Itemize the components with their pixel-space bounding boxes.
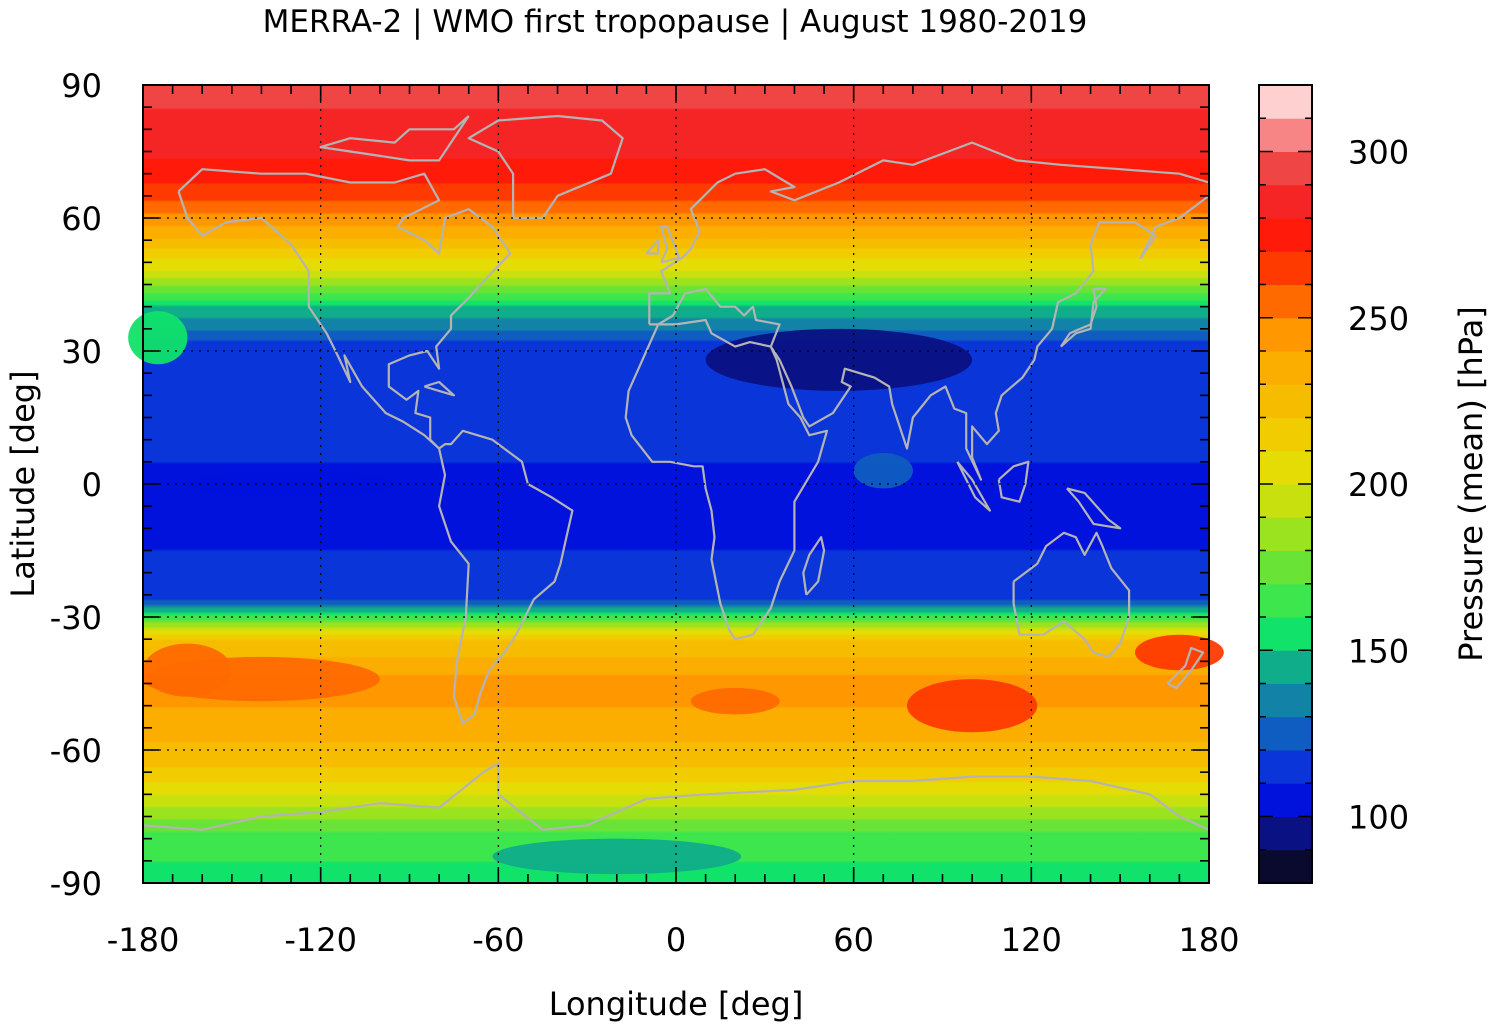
y-tick-label: 90 xyxy=(61,67,102,105)
gridlines xyxy=(143,85,1209,883)
colorbar-band xyxy=(1259,484,1312,518)
colorbar-ticks: 100 150 200 250 300 xyxy=(1259,84,1409,884)
coastlines xyxy=(142,114,1211,831)
colorbar-band xyxy=(1259,650,1312,684)
colorbar: 100 150 200 250 300 xyxy=(1258,84,1409,884)
x-tick-label: 60 xyxy=(833,921,874,959)
x-tick-label: 180 xyxy=(1178,921,1239,959)
coastline xyxy=(142,762,1210,831)
x-tick-label: 0 xyxy=(666,921,686,959)
colorbar-band xyxy=(1259,184,1312,219)
colorbar-tick-label: 300 xyxy=(1348,134,1409,172)
coastline xyxy=(1066,487,1122,530)
anomaly-region xyxy=(690,687,780,715)
colorbar-band xyxy=(1259,85,1312,119)
coastline xyxy=(467,114,624,220)
anomaly-region xyxy=(906,679,1038,733)
y-tick-label: 60 xyxy=(61,200,102,238)
y-tick-label: -30 xyxy=(50,599,102,637)
y-axis-label: Latitude [deg] xyxy=(4,370,42,597)
y-tick-label: 0 xyxy=(82,466,102,504)
colorbar-band xyxy=(1259,151,1312,186)
x-axis-label: Longitude [deg] xyxy=(549,985,804,1023)
colorbar-band xyxy=(1259,517,1312,551)
coastline xyxy=(645,239,660,255)
colorbar-tick-label: 150 xyxy=(1348,632,1409,670)
regional-anomalies xyxy=(128,311,1224,875)
colorbar-band xyxy=(1259,384,1312,418)
x-axis: -180 -120 -60 0 60 120 180 xyxy=(107,921,1240,959)
minor-ticks xyxy=(142,84,1210,884)
anomaly-region xyxy=(143,656,380,702)
coastline xyxy=(956,461,991,512)
y-tick-label: -90 xyxy=(50,865,102,903)
colorbar-band xyxy=(1259,351,1312,385)
colorbar-band xyxy=(1259,417,1312,452)
x-tick-label: -120 xyxy=(284,921,357,959)
y-tick-label: -60 xyxy=(50,732,102,770)
colorbar-band xyxy=(1259,816,1312,851)
colorbar-band xyxy=(1259,317,1312,352)
colorbar-band xyxy=(1259,849,1312,884)
colorbar-band xyxy=(1259,617,1312,651)
anomaly-region xyxy=(187,470,395,498)
anomaly-region xyxy=(128,311,188,365)
colorbar-band xyxy=(1259,716,1312,751)
colorbar-band xyxy=(1259,750,1312,784)
colorbar-band xyxy=(1259,450,1312,485)
coastline xyxy=(802,536,826,596)
coastline xyxy=(660,225,681,264)
colorbar-band xyxy=(1259,251,1312,285)
colorbar-band xyxy=(1259,118,1312,152)
coastline xyxy=(423,380,455,397)
colorbar-band xyxy=(1259,783,1312,817)
colorbar-label: Pressure (mean) [hPa] xyxy=(1452,306,1490,661)
coastline xyxy=(177,168,574,725)
x-tick-label: -60 xyxy=(472,921,524,959)
x-tick-label: 120 xyxy=(1001,921,1062,959)
x-tick-label: -180 xyxy=(107,921,180,959)
colorbar-tick-label: 200 xyxy=(1348,466,1409,504)
coastline xyxy=(1166,646,1205,689)
anomaly-region xyxy=(705,328,973,391)
anomaly-region xyxy=(853,452,913,489)
y-axis: 90 60 30 0 -30 -60 -90 xyxy=(50,67,102,903)
coastline xyxy=(1059,287,1107,348)
colorbar-band xyxy=(1259,218,1312,252)
coastline xyxy=(997,460,1030,503)
plot-frame xyxy=(142,84,1210,884)
coastline xyxy=(624,318,829,641)
anomaly-region xyxy=(1134,634,1224,671)
colorbar-band xyxy=(1259,550,1312,585)
coastline xyxy=(648,141,1211,481)
colorbar-tick-label: 100 xyxy=(1348,799,1409,837)
anomaly-region xyxy=(492,838,742,875)
plot-area xyxy=(128,84,1224,884)
colorbar-band xyxy=(1259,683,1312,718)
coastline xyxy=(319,115,470,162)
colorbar-bands xyxy=(1259,85,1312,884)
y-tick-label: 30 xyxy=(61,333,102,371)
colorbar-tick-label: 250 xyxy=(1348,300,1409,338)
colorbar-band xyxy=(1259,583,1312,618)
chart-title: MERRA-2 | WMO first tropopause | August … xyxy=(263,4,1088,40)
colorbar-band xyxy=(1259,284,1312,319)
coastline xyxy=(1012,531,1131,658)
